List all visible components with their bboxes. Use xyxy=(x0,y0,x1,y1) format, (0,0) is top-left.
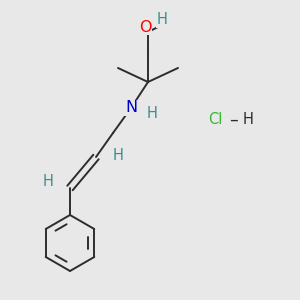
Text: H: H xyxy=(157,13,167,28)
Text: N: N xyxy=(125,100,137,116)
Text: –: – xyxy=(230,111,238,129)
Text: Cl: Cl xyxy=(208,112,222,128)
Text: H: H xyxy=(43,173,53,188)
Text: H: H xyxy=(243,112,254,128)
Text: H: H xyxy=(112,148,123,164)
Text: O: O xyxy=(139,20,151,34)
Text: H: H xyxy=(147,106,158,122)
